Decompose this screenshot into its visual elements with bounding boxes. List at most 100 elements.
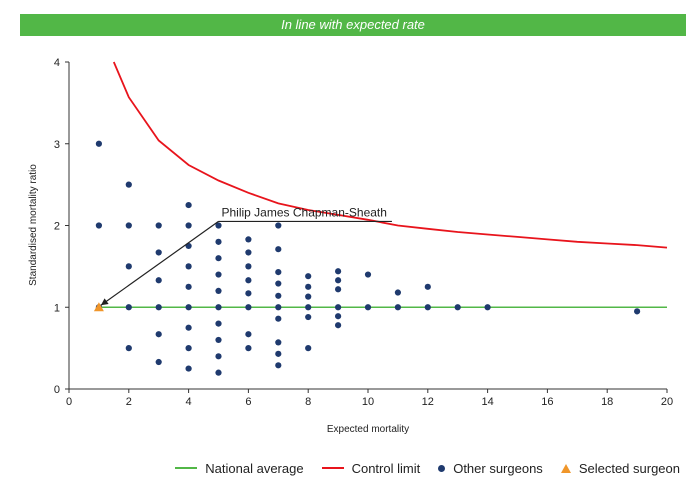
other-surgeon-point	[155, 304, 162, 311]
other-surgeon-point	[215, 369, 222, 376]
other-surgeon-point	[275, 304, 282, 311]
other-surgeons-swatch	[438, 464, 446, 472]
x-axis-label: Expected mortality	[327, 424, 409, 435]
chart-banner: In line with expected rate	[20, 14, 686, 36]
other-surgeon-point	[245, 304, 252, 311]
other-surgeon-point	[335, 313, 342, 320]
other-surgeon-point	[155, 358, 162, 366]
x-tick-label: 4	[186, 396, 192, 408]
other-surgeon-point	[215, 304, 222, 311]
selected-surgeon-swatch	[560, 463, 571, 473]
x-tick-label: 12	[422, 396, 434, 408]
other-surgeon-point	[335, 322, 342, 329]
other-surgeon-point	[424, 304, 431, 311]
other-surgeon-point	[245, 263, 252, 270]
other-surgeon-point	[245, 331, 252, 338]
other-surgeon-point	[155, 277, 162, 284]
other-surgeon-point	[335, 304, 342, 311]
x-tick-label: 6	[245, 396, 251, 408]
other-surgeon-point	[424, 283, 431, 290]
other-surgeon-point	[185, 324, 192, 331]
other-surgeon-point	[215, 287, 222, 294]
legend-national-average: National average	[175, 460, 304, 476]
other-surgeon-point	[305, 304, 312, 311]
other-surgeon-point	[155, 331, 162, 338]
legend-other-surgeons: Other surgeons	[438, 461, 543, 476]
other-surgeon-point	[215, 271, 222, 278]
other-surgeon-point	[215, 222, 222, 229]
other-surgeon-point	[275, 268, 282, 276]
other-surgeon-point	[364, 304, 372, 311]
other-surgeon-point	[275, 315, 282, 322]
x-tick-label: 18	[601, 396, 613, 408]
x-tick-label: 16	[541, 396, 553, 408]
other-surgeon-point	[95, 222, 102, 229]
legend-control-limit-label: Control limit	[351, 460, 421, 476]
control-limit-swatch	[321, 467, 344, 469]
other-surgeon-point	[454, 304, 461, 311]
other-surgeon-point	[275, 280, 282, 287]
other-surgeon-point	[305, 273, 312, 280]
other-surgeon-point	[215, 255, 222, 262]
y-tick-label: 2	[54, 221, 60, 233]
other-surgeon-point	[185, 263, 192, 270]
other-surgeon-point	[335, 277, 342, 284]
other-surgeon-point	[155, 222, 162, 229]
other-surgeon-point	[305, 283, 312, 290]
x-tick-label: 10	[362, 396, 374, 408]
other-surgeon-point	[125, 345, 132, 352]
other-surgeon-point	[275, 222, 282, 229]
other-surgeon-point	[245, 236, 252, 243]
other-surgeon-point	[275, 246, 282, 253]
other-surgeon-point	[215, 353, 222, 360]
other-surgeon-point	[484, 304, 491, 311]
y-tick-label: 3	[54, 139, 60, 151]
other-surgeon-point	[245, 277, 252, 284]
other-surgeon-point	[185, 304, 192, 311]
legend-selected-surgeon: Selected surgeon	[560, 460, 680, 476]
y-axis-label: Standardised mortality ratio	[28, 164, 39, 286]
other-surgeon-point	[275, 339, 282, 346]
chart-legend: National average Control limit Other sur…	[100, 458, 680, 478]
control-limit-line	[112, 61, 668, 249]
legend-other-surgeons-label: Other surgeons	[453, 460, 543, 476]
x-tick-label: 20	[661, 396, 673, 408]
other-surgeon-point	[215, 238, 222, 245]
legend-control-limit: Control limit	[321, 460, 421, 476]
other-surgeon-point	[245, 345, 252, 352]
other-surgeon-point	[125, 181, 132, 188]
x-tick-label: 2	[126, 396, 132, 408]
legend-national-average-label: National average	[205, 460, 304, 476]
other-surgeon-point	[125, 263, 132, 270]
legend-selected-surgeon-label: Selected surgeon	[578, 460, 680, 476]
selected-surgeon-marker	[93, 302, 104, 312]
other-surgeon-point	[215, 336, 222, 344]
y-tick-label: 1	[54, 302, 60, 314]
x-tick-label: 0	[66, 396, 72, 408]
other-surgeon-point	[185, 365, 192, 372]
other-surgeon-point	[305, 313, 312, 321]
other-surgeon-point	[335, 268, 342, 275]
national-average-swatch	[175, 467, 198, 469]
other-surgeon-point	[185, 345, 192, 352]
other-surgeon-point	[305, 293, 312, 300]
other-surgeon-point	[185, 222, 192, 229]
other-surgeon-point	[394, 289, 401, 296]
x-tick-label: 14	[481, 396, 493, 408]
other-surgeon-point	[245, 290, 252, 297]
other-surgeon-point	[215, 320, 222, 327]
other-surgeon-point	[634, 308, 641, 315]
y-tick-label: 0	[54, 384, 60, 396]
other-surgeon-point	[275, 350, 282, 357]
other-surgeon-point	[275, 362, 282, 369]
other-surgeon-point	[185, 283, 192, 290]
annotation-leader-line	[100, 220, 219, 306]
other-surgeon-point	[364, 271, 372, 278]
other-surgeon-point	[125, 304, 132, 311]
other-surgeon-point	[125, 222, 132, 229]
x-tick-label: 8	[305, 396, 311, 408]
other-surgeon-point	[305, 345, 312, 352]
annotation-arrowhead	[100, 298, 109, 306]
other-surgeon-point	[394, 304, 401, 311]
